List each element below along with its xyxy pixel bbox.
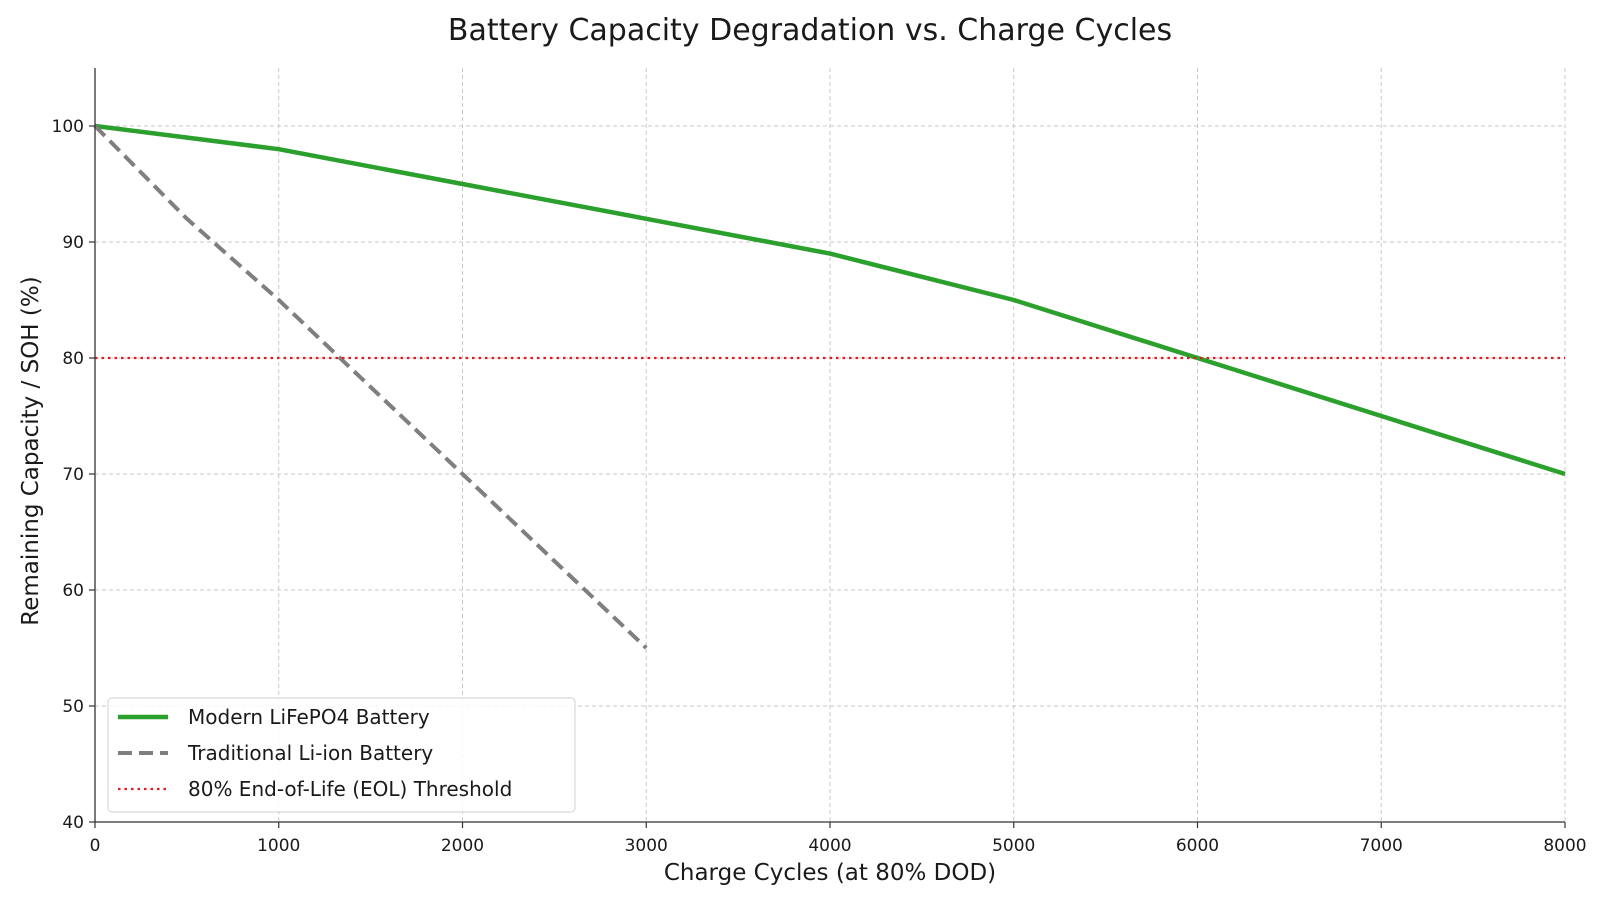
- series-line-li-ion: [93, 124, 648, 650]
- y-tick-label: 70: [62, 465, 84, 485]
- y-tick-label: 100: [52, 117, 84, 137]
- chart-title: Battery Capacity Degradation vs. Charge …: [448, 13, 1172, 48]
- y-tick-label: 80: [62, 349, 84, 369]
- x-tick-label: 0: [90, 836, 101, 856]
- series-line-lifepo4: [94, 123, 1566, 477]
- legend-label-li-ion: Traditional Li-ion Battery: [187, 741, 433, 765]
- plot-area: [93, 123, 1566, 650]
- x-tick-label: 2000: [441, 836, 484, 856]
- x-tick-label: 5000: [992, 836, 1035, 856]
- x-tick-label: 6000: [1176, 836, 1219, 856]
- y-tick-label: 40: [62, 813, 84, 833]
- y-axis-ticks: 40 50 60 70 80 90 100: [52, 117, 95, 833]
- x-tick-label: 3000: [625, 836, 668, 856]
- y-tick-label: 90: [62, 233, 84, 253]
- legend-label-eol-threshold: 80% End-of-Life (EOL) Threshold: [188, 777, 512, 801]
- y-axis-label: Remaining Capacity / SOH (%): [18, 276, 44, 625]
- x-tick-label: 1000: [257, 836, 300, 856]
- x-tick-label: 8000: [1543, 836, 1586, 856]
- y-tick-label: 60: [62, 581, 84, 601]
- x-tick-label: 7000: [1360, 836, 1403, 856]
- x-axis-ticks: 0 1000 2000 3000 4000 5000 6000 7000 8000: [90, 822, 1587, 856]
- legend-label-lifepo4: Modern LiFePO4 Battery: [188, 705, 430, 729]
- x-axis-label: Charge Cycles (at 80% DOD): [664, 860, 996, 886]
- legend-frame: [107, 697, 576, 813]
- x-tick-label: 4000: [808, 836, 851, 856]
- legend: Modern LiFePO4 Battery Traditional Li-io…: [107, 697, 576, 813]
- y-tick-label: 50: [62, 697, 84, 717]
